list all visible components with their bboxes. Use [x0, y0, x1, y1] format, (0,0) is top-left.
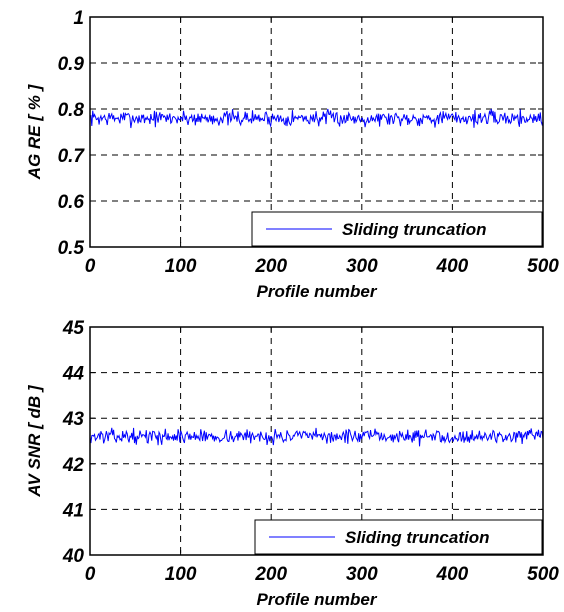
ticks: 0 100 200 300 400 500 40 41 42 43 44 45 [62, 318, 559, 585]
y-tick-label: 45 [62, 318, 85, 339]
y-tick-label: 40 [62, 546, 85, 567]
legend: Sliding truncation [251, 211, 543, 247]
x-tick-label: 400 [436, 564, 469, 585]
x-tick-label: 0 [85, 564, 96, 585]
x-tick-label: 500 [527, 564, 559, 585]
grid [90, 17, 543, 247]
series-line-sliding-truncation [89, 427, 544, 447]
x-tick-label: 200 [254, 256, 287, 277]
series-line-sliding-truncation [89, 108, 544, 129]
series-layer [89, 427, 544, 447]
series-layer [89, 108, 544, 129]
y-tick-label: 0.6 [58, 192, 85, 213]
x-tick-label: 500 [527, 256, 559, 277]
y-axis-label: AG RE [ % ] [25, 83, 44, 180]
legend-label: Sliding truncation [342, 220, 487, 239]
chart-panel-top: 0 100 200 300 400 500 0.5 0.6 0.7 0.8 0.9 1 Profile… [25, 8, 559, 301]
x-tick-label: 200 [254, 564, 287, 585]
y-tick-label: 41 [62, 500, 84, 521]
y-tick-label: 1 [73, 8, 84, 29]
y-tick-label: 0.7 [58, 146, 86, 167]
plot-frame [89, 16, 544, 248]
x-tick-label: 0 [85, 256, 96, 277]
y-tick-label: 0.5 [58, 238, 85, 259]
grid [90, 327, 543, 555]
y-tick-label: 43 [62, 409, 85, 430]
y-axis-label: AV SNR [ dB ] [25, 384, 44, 497]
legend-label: Sliding truncation [345, 528, 490, 547]
x-axis-label: Profile number [257, 282, 378, 301]
y-tick-label: 0.8 [58, 100, 85, 121]
x-tick-label: 100 [165, 564, 197, 585]
x-tick-label: 300 [346, 564, 378, 585]
chart-panel-bottom: 0 100 200 300 400 500 40 41 42 43 44 45 Profile num… [25, 318, 559, 609]
x-tick-label: 400 [436, 256, 469, 277]
y-tick-label: 42 [62, 455, 85, 476]
x-axis-label: Profile number [257, 590, 378, 609]
x-tick-label: 100 [165, 256, 197, 277]
y-tick-label: 44 [62, 364, 85, 385]
y-tick-label: 0.9 [58, 54, 85, 75]
plot-frame [89, 326, 544, 556]
legend: Sliding truncation [254, 519, 543, 555]
x-tick-label: 300 [346, 256, 378, 277]
